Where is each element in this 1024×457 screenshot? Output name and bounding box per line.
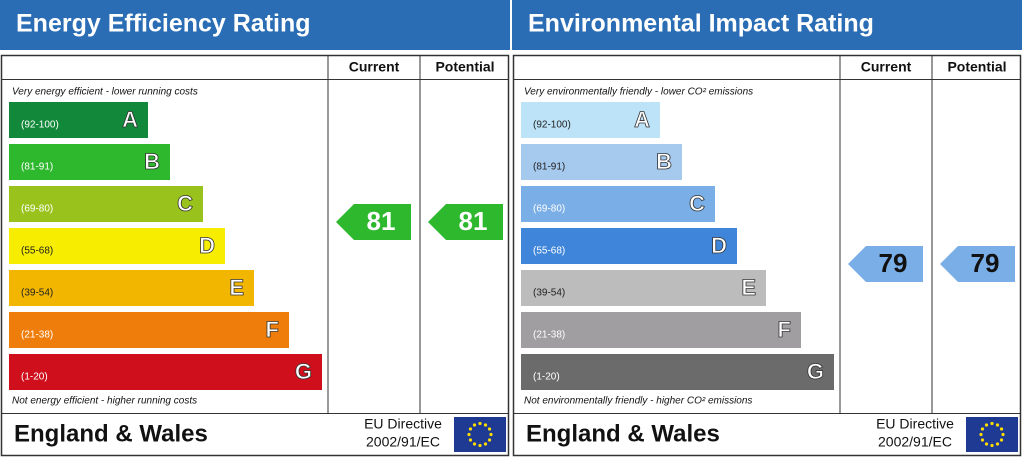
column-header: Potential (435, 59, 494, 75)
eu-star (468, 427, 473, 431)
table-frame (0, 54, 510, 457)
panel-title: Energy Efficiency Rating (16, 10, 311, 38)
band-letter: F (778, 317, 791, 342)
eu-star (487, 438, 492, 442)
band-letter: B (656, 149, 672, 174)
band-range: (55-68) (21, 246, 53, 257)
band-range: (21-38) (533, 330, 565, 341)
eu-star (980, 427, 985, 431)
rating-band (521, 270, 766, 306)
rating-band (521, 228, 737, 264)
band-range: (92-100) (21, 120, 59, 131)
rating-band (521, 102, 660, 138)
footer-region: England & Wales (14, 420, 208, 447)
rating-arrow (940, 246, 1015, 282)
band-letter: E (741, 275, 756, 300)
eu-star (467, 432, 471, 437)
rating-band (9, 354, 322, 390)
eu-star (472, 442, 477, 446)
eu-star (478, 421, 482, 426)
column-header: Current (861, 59, 912, 75)
table-frame (512, 54, 1022, 457)
band-letter: A (122, 107, 138, 132)
rating-arrow (336, 204, 411, 240)
eu-star (984, 423, 989, 427)
eu-star (1001, 432, 1005, 437)
eu-star (487, 427, 492, 431)
eu-star (483, 423, 488, 427)
rating-band (9, 228, 225, 264)
band-range: (21-38) (21, 330, 53, 341)
top-note: Very energy efficient - lower running co… (12, 87, 198, 98)
bottom-note: Not environmentally friendly - higher CO… (524, 396, 752, 407)
eu-star (995, 423, 1000, 427)
band-range: (69-80) (21, 204, 53, 215)
directive-line: EU Directive (364, 416, 442, 432)
rating-value: 81 (367, 206, 396, 236)
band-range: (69-80) (533, 204, 565, 215)
directive-line: 2002/91/EC (878, 434, 952, 450)
band-letter: A (634, 107, 650, 132)
eu-star (478, 443, 482, 448)
band-letter: F (266, 317, 279, 342)
eu-star (483, 442, 488, 446)
band-range: (92-100) (533, 120, 571, 131)
band-letter: D (711, 233, 727, 258)
band-range: (55-68) (533, 246, 565, 257)
rating-band (521, 186, 715, 222)
band-letter: C (689, 191, 705, 216)
rating-arrow (428, 204, 503, 240)
rating-band (9, 144, 170, 180)
rating-band (521, 144, 682, 180)
band-range: (81-91) (21, 162, 53, 173)
eu-star (990, 443, 994, 448)
band-letter: E (229, 275, 244, 300)
band-letter: G (807, 359, 824, 384)
rating-band (521, 312, 801, 348)
panel-title: Environmental Impact Rating (528, 10, 874, 38)
title-bar (512, 0, 1022, 50)
eu-star (995, 442, 1000, 446)
footer-region: England & Wales (526, 420, 720, 447)
rating-value: 79 (879, 248, 908, 278)
top-note: Very environmentally friendly - lower CO… (524, 87, 753, 98)
rating-band (9, 312, 289, 348)
eu-star (999, 427, 1004, 431)
band-range: (81-91) (533, 162, 565, 173)
eu-star (472, 423, 477, 427)
directive-line: 2002/91/EC (366, 434, 440, 450)
eu-star (468, 438, 473, 442)
rating-value: 79 (971, 248, 1000, 278)
band-range: (1-20) (533, 372, 560, 383)
eu-star (990, 421, 994, 426)
rating-band (9, 270, 254, 306)
column-header: Current (349, 59, 400, 75)
band-range: (1-20) (21, 372, 48, 383)
eu-star (999, 438, 1004, 442)
band-range: (39-54) (21, 288, 53, 299)
eu-star (980, 438, 985, 442)
rating-band (9, 186, 203, 222)
rating-band (9, 102, 148, 138)
band-letter: B (144, 149, 160, 174)
eu-star (984, 442, 989, 446)
eu-star (979, 432, 983, 437)
band-range: (39-54) (533, 288, 565, 299)
directive-line: EU Directive (876, 416, 954, 432)
rating-value: 81 (459, 206, 488, 236)
band-letter: G (295, 359, 312, 384)
bottom-note: Not energy efficient - higher running co… (12, 396, 197, 407)
eu-star (489, 432, 493, 437)
band-letter: C (177, 191, 193, 216)
band-letter: D (199, 233, 215, 258)
rating-arrow (848, 246, 923, 282)
title-bar (0, 0, 510, 50)
column-header: Potential (947, 59, 1006, 75)
rating-band (521, 354, 834, 390)
